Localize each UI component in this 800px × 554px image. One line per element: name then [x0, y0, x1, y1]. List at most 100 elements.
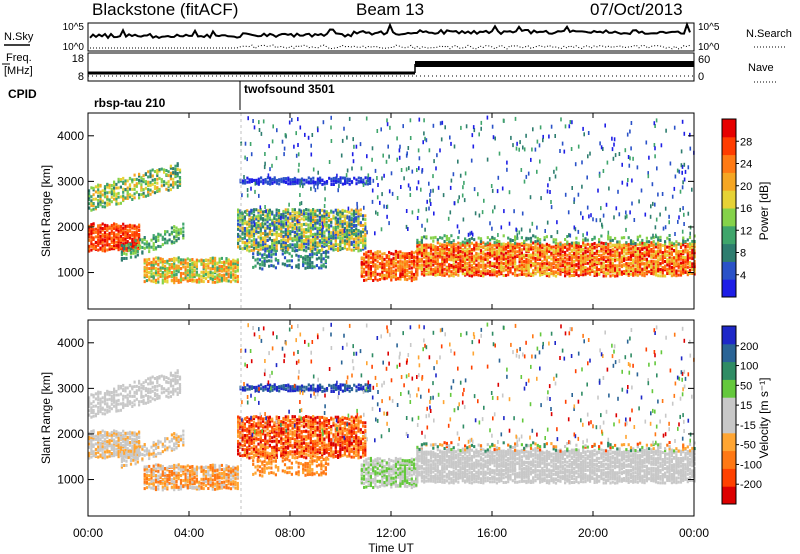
- power-cell: [691, 257, 694, 261]
- power-cell: [432, 268, 435, 271]
- power-cell: [501, 186, 504, 191]
- power-cell: [484, 248, 487, 252]
- power-cell: [511, 253, 514, 257]
- power-cell: [564, 124, 567, 129]
- power-cell: [559, 252, 562, 256]
- power-cell: [659, 243, 662, 247]
- power-cell: [408, 255, 411, 259]
- power-cell: [239, 211, 242, 215]
- power-cell: [614, 254, 617, 258]
- power-cell: [413, 277, 416, 281]
- power-cell: [543, 270, 546, 274]
- power-cell: [420, 240, 423, 244]
- power-cell: [611, 257, 614, 261]
- power-cell: [124, 237, 127, 241]
- power-cell: [691, 262, 694, 266]
- power-cell: [275, 230, 278, 234]
- power-cell: [350, 220, 353, 223]
- power-cell: [620, 251, 623, 255]
- power-cell: [127, 246, 130, 250]
- power-cell: [157, 271, 160, 274]
- power-cell: [261, 253, 264, 257]
- power-cell: [268, 213, 271, 217]
- power-cell: [117, 226, 120, 230]
- power-cell: [586, 254, 589, 258]
- power-cell: [314, 188, 317, 193]
- power-cell: [265, 254, 268, 258]
- power-cell: [548, 274, 551, 278]
- power-cell: [532, 262, 535, 265]
- power-cell: [434, 261, 437, 265]
- power-cell: [227, 279, 230, 283]
- power-cell: [243, 241, 246, 245]
- power-cell: [686, 243, 689, 246]
- power-cell: [564, 265, 567, 269]
- power-cell: [434, 245, 437, 249]
- power-cell: [516, 233, 519, 238]
- power-cell: [339, 181, 342, 184]
- power-cell: [539, 159, 541, 164]
- power-cell: [636, 238, 639, 242]
- power-cell: [434, 255, 437, 259]
- power-cell: [403, 252, 407, 256]
- power-cell: [346, 224, 349, 228]
- power-cell: [686, 270, 689, 274]
- power-cell: [482, 274, 485, 278]
- power-cell: [277, 259, 280, 262]
- power-cell: [225, 276, 228, 280]
- power-cell: [623, 243, 626, 247]
- power-cell: [325, 236, 328, 240]
- power-cell: [124, 224, 127, 228]
- power-cell: [385, 256, 388, 260]
- power-cell: [369, 267, 372, 271]
- power-cell: [564, 243, 567, 247]
- power-cell: [131, 198, 134, 201]
- power-cell: [639, 270, 642, 274]
- power-cell: [423, 251, 426, 255]
- power-cell: [255, 222, 258, 225]
- power-cell: [477, 236, 480, 240]
- power-cell: [671, 194, 674, 199]
- power-cell: [560, 117, 562, 122]
- power-cell: [511, 258, 514, 262]
- power-cell: [504, 261, 508, 265]
- power-cell: [160, 167, 163, 171]
- power-cell: [386, 214, 388, 219]
- power-cell: [227, 265, 230, 269]
- power-cell: [161, 237, 164, 241]
- power-cell: [293, 224, 296, 228]
- power-cell: [264, 238, 267, 242]
- power-cell: [308, 262, 312, 266]
- power-cell: [602, 266, 605, 270]
- power-cell: [348, 231, 351, 235]
- power-cell: [639, 246, 642, 250]
- power-cell: [282, 225, 285, 229]
- power-cell: [668, 246, 671, 250]
- power-cell: [566, 247, 569, 251]
- power-cell: [275, 156, 278, 161]
- power-cell: [159, 275, 162, 278]
- power-cell: [641, 258, 644, 262]
- power-cell: [306, 261, 309, 265]
- power-cell: [403, 263, 407, 267]
- power-cell: [500, 265, 503, 269]
- power-cell: [507, 259, 510, 263]
- power-cell: [491, 264, 494, 268]
- power-cell: [157, 267, 160, 271]
- power-cell: [362, 241, 365, 245]
- power-cell: [468, 267, 471, 271]
- power-cell: [257, 209, 260, 213]
- power-cell: [189, 269, 192, 272]
- power-cell: [507, 270, 510, 274]
- power-cell: [582, 126, 584, 131]
- power-cell: [573, 255, 576, 259]
- power-cell: [273, 216, 276, 220]
- power-cell: [123, 251, 126, 255]
- power-cell: [287, 227, 290, 230]
- power-cell: [573, 243, 576, 247]
- power-cell: [436, 273, 439, 277]
- power-cell: [491, 273, 494, 277]
- power-cell: [616, 249, 619, 253]
- power-cell: [115, 223, 118, 227]
- power-cell: [420, 254, 423, 258]
